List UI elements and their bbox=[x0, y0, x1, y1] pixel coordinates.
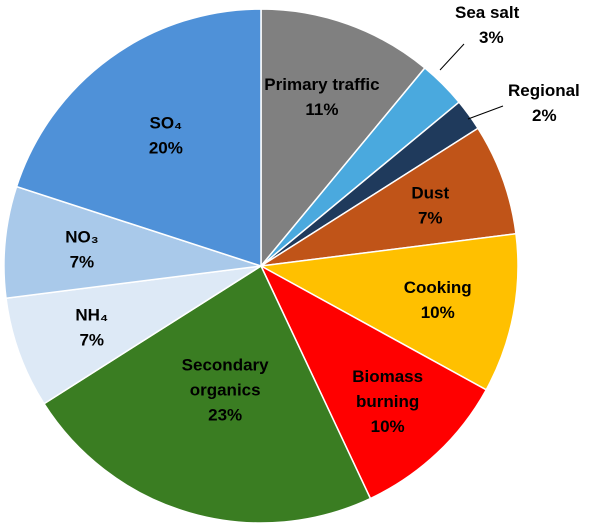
slice-label-line: NO₃ bbox=[65, 228, 98, 247]
pie-slice-primary-traffic bbox=[260, 8, 426, 269]
slice-label-line: 7% bbox=[418, 209, 443, 228]
slice-label-line: Secondary bbox=[182, 355, 269, 374]
slice-label-no3: NO₃ 7% bbox=[65, 228, 98, 272]
pie-slice-cooking bbox=[258, 232, 519, 391]
pie-slice-dust bbox=[260, 127, 517, 267]
slice-label-line: burning bbox=[356, 392, 419, 411]
slice-label-line: SO₄ bbox=[149, 114, 182, 133]
slice-label-biomass-burning: Biomass burning 10% bbox=[352, 367, 423, 436]
slice-label-line: Dust bbox=[411, 184, 449, 203]
slice-label-nh4: NH₄ 7% bbox=[75, 305, 108, 349]
slice-label-secondary-organics: Secondary organics 23% bbox=[182, 355, 269, 424]
slice-label-dust: Dust 7% bbox=[411, 184, 449, 228]
slice-label-regional: Regional 2% bbox=[508, 81, 580, 125]
slice-label-so4: SO₄ 20% bbox=[149, 114, 183, 158]
slice-label-line: 10% bbox=[421, 303, 455, 322]
slice-label-line: 3% bbox=[479, 28, 504, 47]
slice-label-line: 23% bbox=[208, 405, 242, 424]
slice-label-line: NH₄ bbox=[75, 305, 108, 324]
slice-label-line: 10% bbox=[371, 417, 405, 436]
pie-slice-nh4 bbox=[5, 265, 262, 405]
slice-labels: Primary traffic 11% Sea salt 3% Regional 2% Du… bbox=[65, 3, 580, 436]
pie-slices bbox=[3, 8, 519, 524]
leader-line-regional bbox=[467, 105, 504, 120]
slice-label-line: Cooking bbox=[404, 278, 472, 297]
slice-label-line: Biomass bbox=[352, 367, 423, 386]
slice-label-line: 7% bbox=[79, 330, 104, 349]
slice-label-line: 7% bbox=[70, 253, 95, 272]
pie-slice-no3 bbox=[3, 185, 262, 300]
slice-label-line: 2% bbox=[532, 106, 557, 125]
pie-slice-biomass-burning bbox=[259, 264, 488, 500]
slice-label-sea-salt: Sea salt 3% bbox=[455, 3, 520, 47]
leader-line-sea-salt bbox=[439, 43, 465, 71]
slice-label-line: Regional bbox=[508, 81, 580, 100]
slice-label-line: Sea salt bbox=[455, 3, 520, 22]
pie-slice-secondary-organics bbox=[42, 264, 372, 524]
pie-slice-so4 bbox=[15, 8, 262, 268]
slice-label-line: Primary traffic bbox=[264, 75, 379, 94]
slice-label-line: 11% bbox=[305, 100, 338, 119]
slice-label-primary-traffic: Primary traffic 11% bbox=[264, 75, 379, 119]
slice-label-line: 20% bbox=[149, 139, 183, 158]
slice-label-cooking: Cooking 10% bbox=[404, 278, 472, 322]
leader-lines bbox=[439, 43, 504, 120]
slice-label-line: organics bbox=[190, 380, 261, 399]
